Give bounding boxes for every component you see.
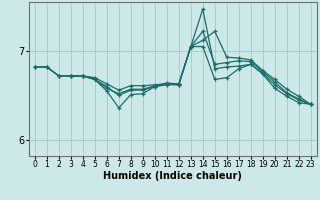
X-axis label: Humidex (Indice chaleur): Humidex (Indice chaleur) <box>103 171 242 181</box>
